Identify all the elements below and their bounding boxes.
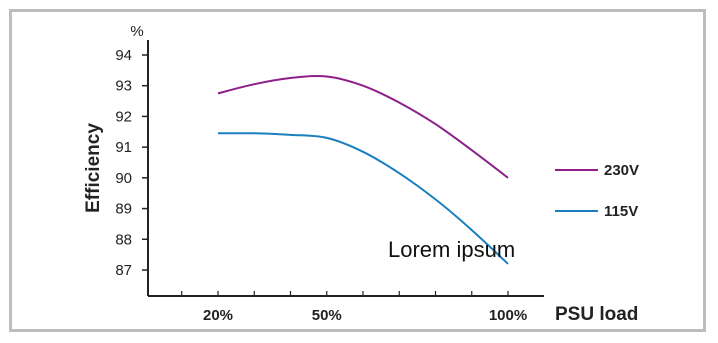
x-tick-label-2: 100%	[489, 307, 527, 324]
y-tick-label-94: 94	[115, 47, 132, 64]
y-tick-label-88: 88	[115, 231, 132, 248]
x-axis-title: PSU load	[555, 304, 638, 325]
legend: 230V 115V	[555, 162, 639, 220]
annotation-text: Lorem ipsum	[388, 237, 515, 262]
legend-label-230v: 230V	[604, 162, 639, 179]
axes	[147, 40, 544, 297]
series-lines	[217, 75, 509, 265]
y-tick-label-92: 92	[115, 108, 132, 125]
y-tick-label-90: 90	[115, 170, 132, 187]
series-line-230v	[217, 75, 509, 179]
y-tick-label-87: 87	[115, 262, 132, 279]
x-tick-label-0: 20%	[203, 307, 233, 324]
y-tick-label-91: 91	[115, 139, 132, 156]
y-tick-label-93: 93	[115, 78, 132, 95]
x-tick-label-1: 50%	[312, 307, 342, 324]
y-axis-title: Efficiency	[83, 123, 104, 213]
y-unit-label: %	[130, 23, 143, 40]
legend-label-115v: 115V	[604, 203, 638, 220]
y-tick-label-89: 89	[115, 201, 132, 218]
y-ticks: 87 88 89 90 91 92 93 94	[115, 47, 148, 279]
series-line-115v	[217, 132, 509, 265]
x-ticks: 20% 50% 100%	[181, 291, 527, 324]
